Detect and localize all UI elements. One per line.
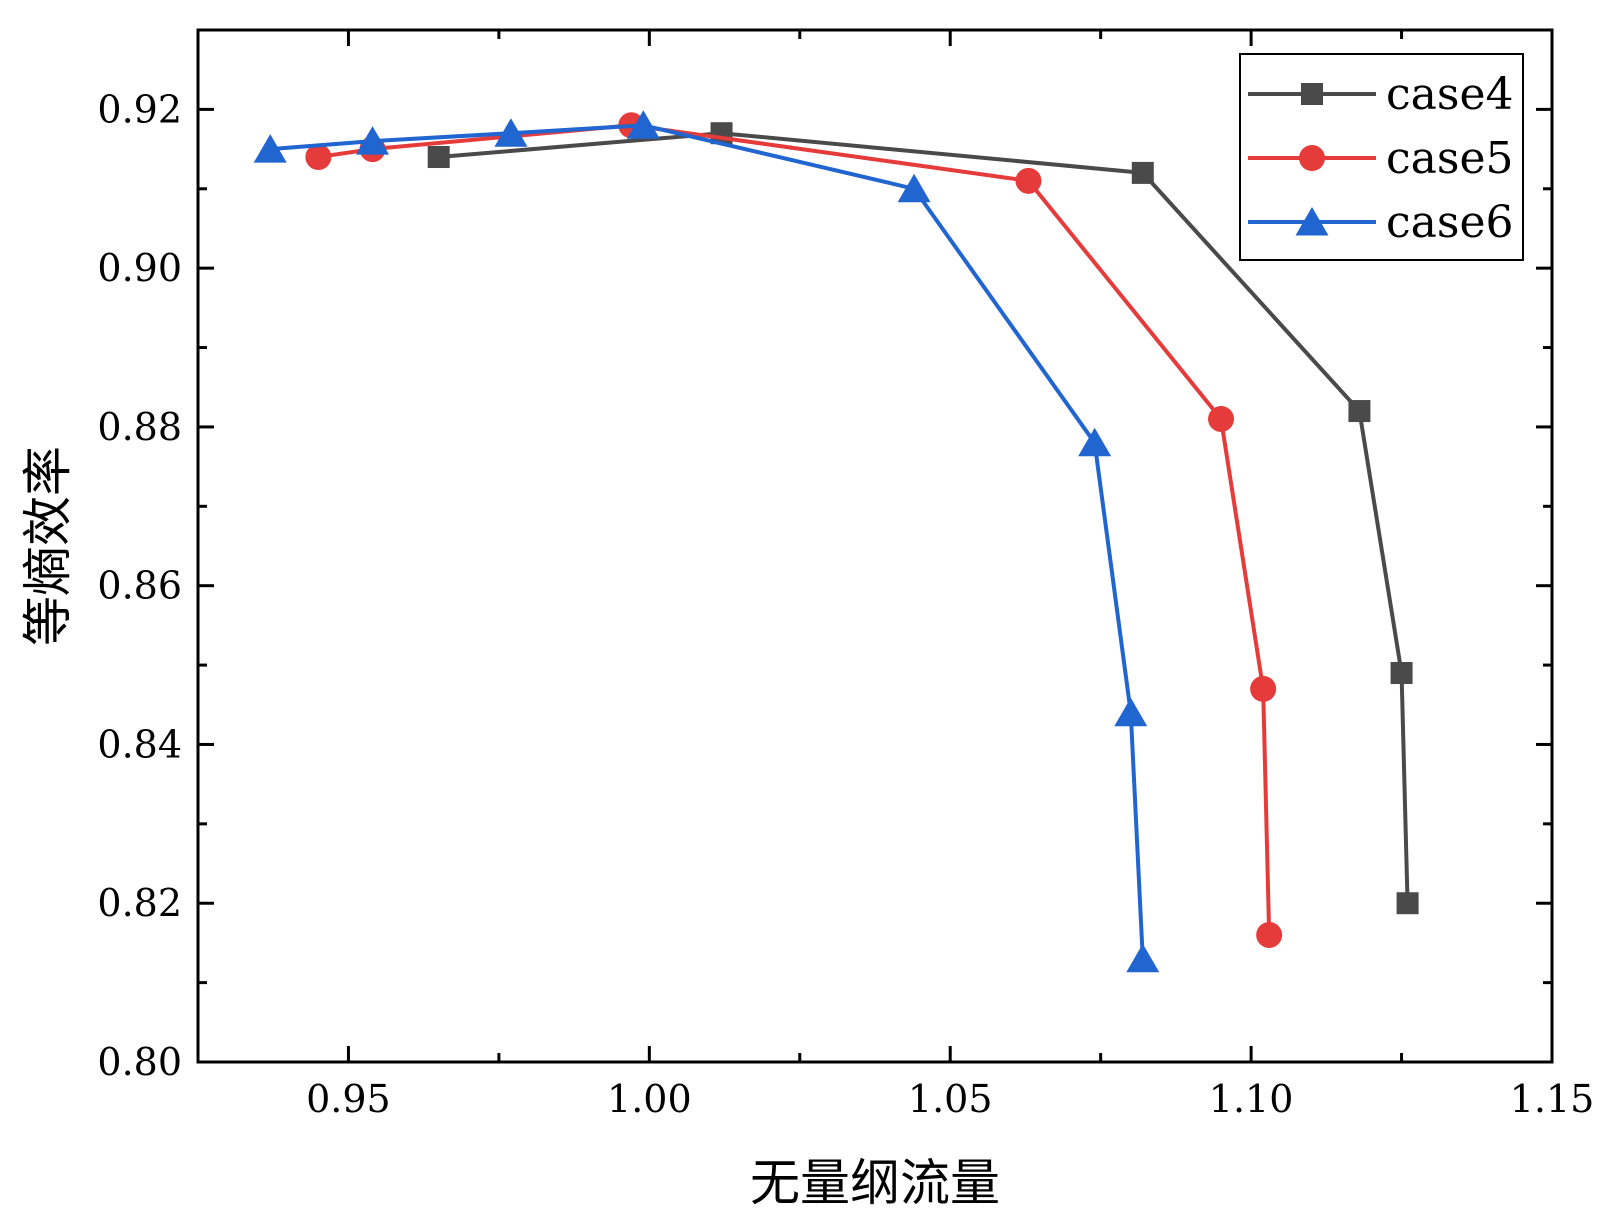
series-line-case4 [438,131,1410,904]
y-axis-title: 等熵效率 [19,446,77,646]
legend-marker-case5 [1299,145,1325,171]
data-point-case5 [1015,167,1042,194]
y-tick-label: 0.82 [97,881,182,925]
data-point-case5 [305,144,332,171]
data-point-case6 [356,126,390,155]
data-point-case6 [1078,427,1112,457]
x-tick-label: 1.10 [1209,1077,1294,1121]
legend-label-case4: case4 [1386,69,1514,120]
data-point-case6 [897,173,931,203]
data-point-case4 [427,146,450,169]
series-case4 [427,122,1419,915]
legend-marker-case4 [1301,83,1323,105]
y-tick-label: 0.88 [97,405,182,449]
y-tick-label: 0.80 [97,1040,182,1084]
legend-item-case4: case4 [1248,69,1514,120]
legend-item-case6: case6 [1248,197,1514,248]
y-tick-label: 0.92 [97,87,182,131]
legend-label-case5: case5 [1386,133,1514,184]
legend-item-case5: case5 [1248,133,1514,184]
data-point-case6 [626,110,660,139]
x-tick-label: 0.95 [306,1077,391,1121]
data-point-case4 [1396,892,1419,915]
series-line-case6 [270,123,1145,959]
data-point-case5 [1250,675,1277,702]
legend-label-case6: case6 [1386,197,1514,248]
data-point-case5 [1208,405,1235,432]
data-point-case6 [253,134,287,163]
data-point-case6 [1114,697,1148,727]
series-line-case5 [318,123,1272,936]
x-tick-label: 1.15 [1510,1077,1595,1121]
x-axis-title: 无量纲流量 [750,1154,1000,1212]
x-tick-label: 1.05 [908,1077,993,1121]
data-point-case4 [1390,662,1413,685]
series-case6 [253,110,1160,973]
x-tick-label: 1.00 [607,1077,692,1121]
data-point-case4 [1348,400,1371,423]
data-point-case4 [1131,161,1154,184]
y-tick-label: 0.84 [97,722,182,766]
legend-marker-case6 [1295,207,1329,236]
data-point-case6 [1126,943,1160,973]
y-tick-label: 0.86 [97,564,182,608]
data-point-case6 [494,118,528,147]
plot-frame [196,28,1554,1064]
data-point-case5 [1256,921,1283,948]
y-tick-label: 0.90 [97,246,182,290]
